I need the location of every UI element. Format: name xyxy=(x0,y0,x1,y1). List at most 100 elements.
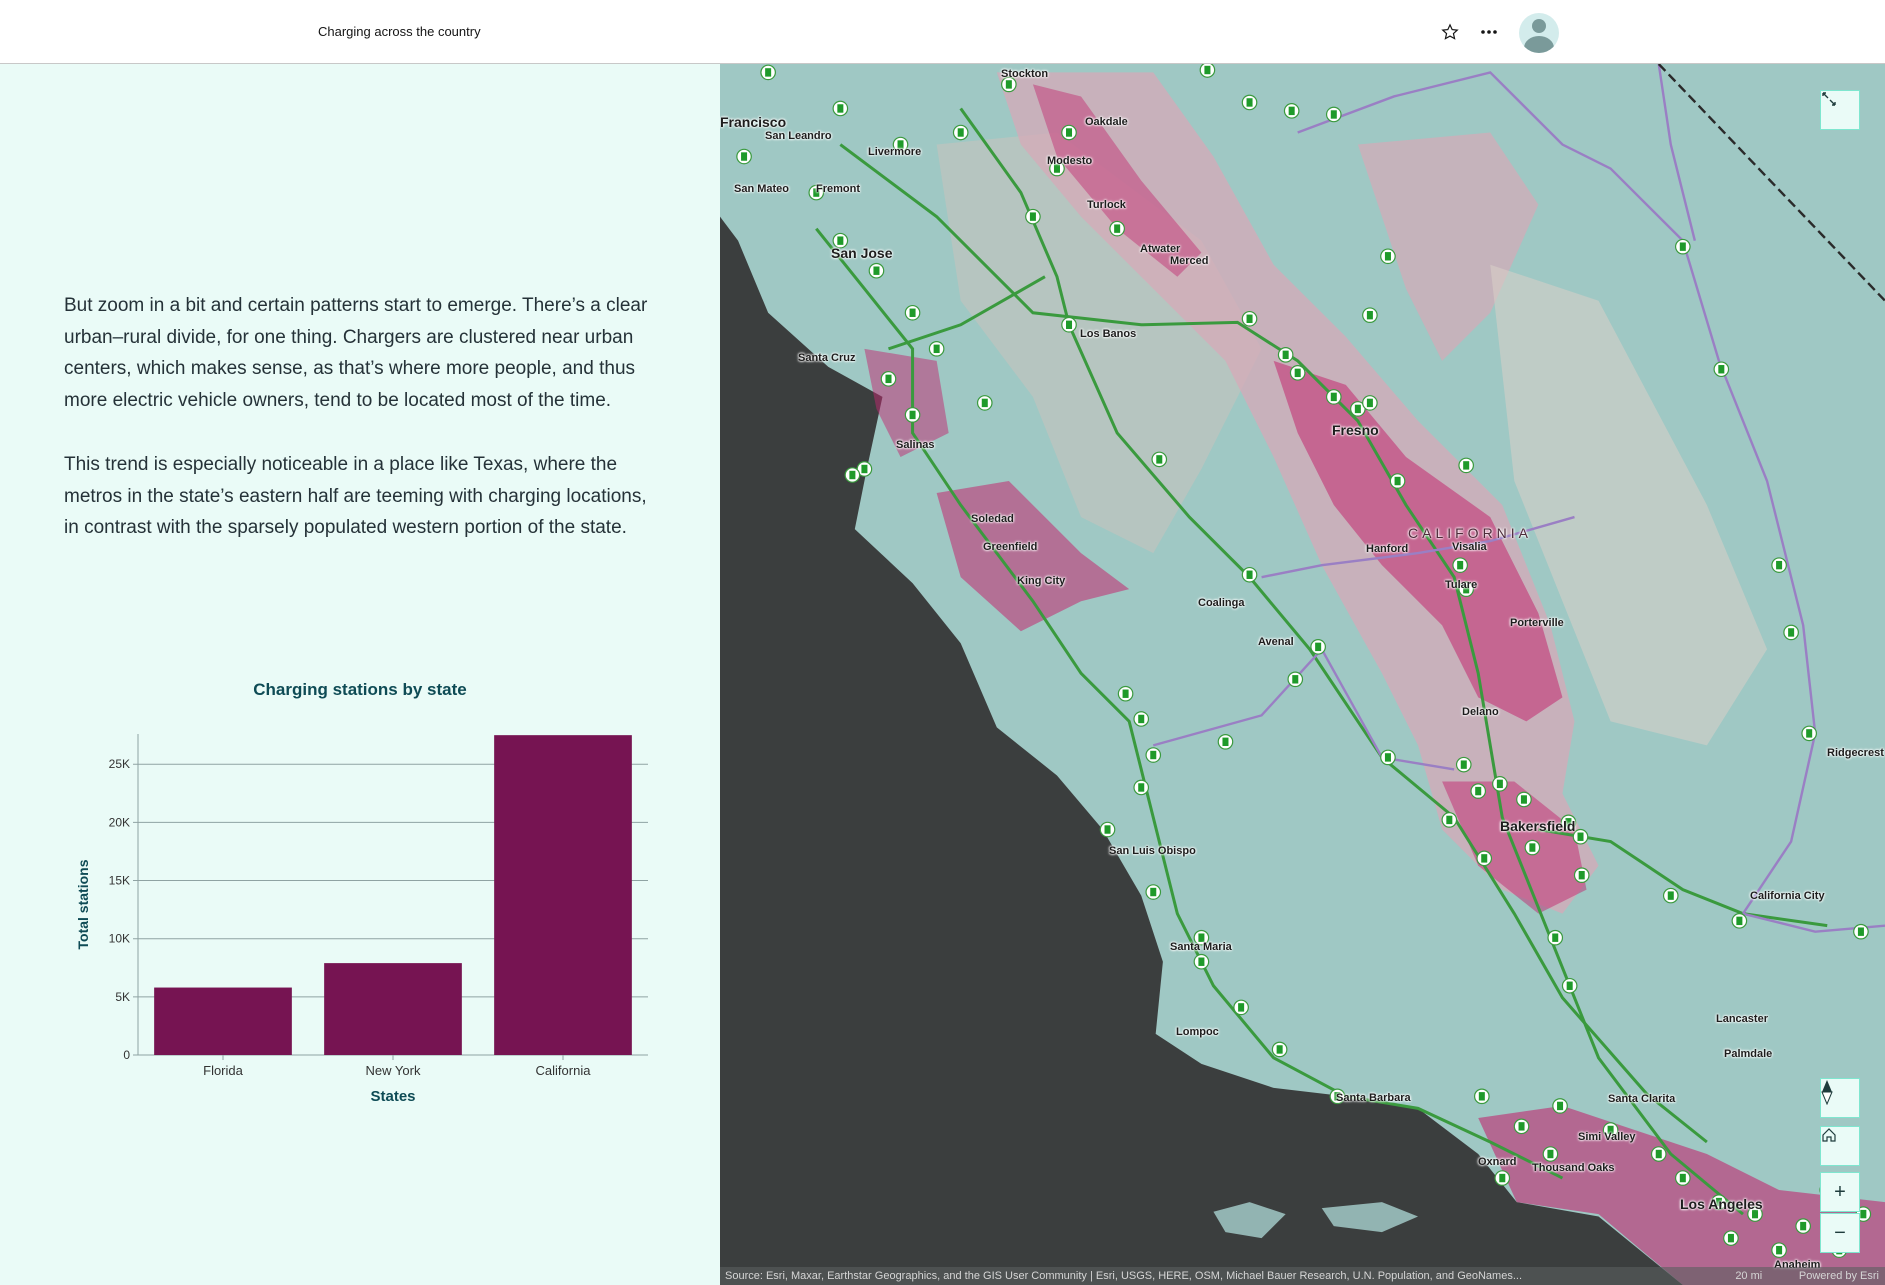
charger-icon xyxy=(1156,455,1163,464)
city-label: Fremont xyxy=(816,183,860,195)
charger-icon xyxy=(1718,365,1725,374)
powered-by-esri[interactable]: Powered by Esri xyxy=(1798,1270,1879,1282)
zoom-out-button[interactable]: − xyxy=(1820,1213,1860,1253)
expand-button[interactable] xyxy=(1820,90,1860,130)
more-options-button[interactable] xyxy=(1475,18,1503,46)
charger-icon xyxy=(1138,714,1145,724)
star-icon xyxy=(1441,23,1459,40)
city-label: Oxnard xyxy=(1478,1156,1517,1168)
city-label: San Leandro xyxy=(765,130,832,142)
charger-icon xyxy=(1655,1149,1662,1159)
city-label: Ridgecrest xyxy=(1827,747,1884,759)
zoom-in-button[interactable]: + xyxy=(1820,1172,1860,1212)
charger-icon xyxy=(1150,750,1157,760)
charger-icon xyxy=(957,128,964,137)
x-tick-label: Florida xyxy=(203,1063,244,1078)
home-icon xyxy=(1822,1128,1836,1142)
charger-icon xyxy=(837,236,844,245)
charger-icon xyxy=(1475,786,1482,796)
city-label: Bakersfield xyxy=(1500,818,1576,834)
charger-icon xyxy=(813,188,820,197)
charger-icon xyxy=(861,464,868,474)
charger-icon xyxy=(1566,981,1573,990)
charger-icon xyxy=(1066,320,1073,329)
y-axis-title: Total stations xyxy=(75,859,91,949)
charger-icon xyxy=(1679,1173,1686,1183)
charger-icon xyxy=(1366,310,1373,320)
charger-icon xyxy=(1288,106,1295,116)
charger-icon xyxy=(1138,783,1145,792)
charger-icon xyxy=(1806,729,1813,738)
city-label: Turlock xyxy=(1087,199,1126,211)
city-label: Delano xyxy=(1462,706,1499,718)
city-label: Avenal xyxy=(1258,636,1294,648)
attribution-text[interactable]: Source: Esri, Maxar, Earthstar Geographi… xyxy=(725,1270,1523,1282)
city-label: Soledad xyxy=(971,513,1014,525)
charger-icon xyxy=(1246,98,1253,107)
charger-icon xyxy=(1463,584,1470,594)
y-tick-label: 0 xyxy=(123,1048,130,1062)
charger-icon xyxy=(1499,1173,1506,1183)
charger-icon xyxy=(1238,1003,1245,1012)
charger-icon xyxy=(1104,825,1111,834)
x-tick-label: California xyxy=(536,1063,592,1078)
charger-icon xyxy=(1667,891,1674,900)
x-tick-label: New York xyxy=(366,1063,421,1078)
charger-icon xyxy=(1330,392,1337,402)
expand-icon xyxy=(1822,92,1836,106)
city-label: Salinas xyxy=(896,439,935,451)
favorite-button[interactable] xyxy=(1436,18,1464,46)
charger-icon xyxy=(1800,1221,1807,1231)
charger-icon xyxy=(873,266,880,275)
charger-icon xyxy=(1529,843,1536,852)
y-tick-label: 20K xyxy=(109,815,130,829)
charger-icon xyxy=(1727,1233,1734,1243)
charger-icon xyxy=(1679,242,1686,251)
home-button[interactable] xyxy=(1820,1126,1860,1166)
city-label: Santa Maria xyxy=(1170,941,1232,953)
charger-icon xyxy=(1607,1125,1614,1135)
charger-icon xyxy=(1384,753,1391,762)
bar-chart: 0 5K 10K 15K 20K 25K Florida New York California… xyxy=(75,734,648,1105)
user-avatar-icon[interactable] xyxy=(1519,13,1559,53)
charger-icon xyxy=(1384,252,1391,261)
charger-icon xyxy=(1394,476,1401,486)
charger-icon xyxy=(1122,689,1129,698)
charger-icon xyxy=(1776,1245,1783,1255)
charger-icon xyxy=(1150,887,1157,897)
charger-icon xyxy=(1460,760,1467,769)
boundaries xyxy=(1152,64,1885,933)
charger-icon xyxy=(837,104,844,113)
city-label: Thousand Oaks xyxy=(1532,1162,1615,1174)
highways xyxy=(815,107,1828,1216)
charger-icon xyxy=(741,152,748,161)
city-label: California City xyxy=(1750,890,1825,902)
city-label: Oakdale xyxy=(1085,116,1128,128)
charger-icon xyxy=(1330,110,1337,119)
charger-icon xyxy=(1478,1092,1485,1101)
bar-florida xyxy=(154,987,292,1055)
charger-icon xyxy=(1577,832,1584,841)
city-label: Stockton xyxy=(1001,68,1049,80)
city-label: Tulare xyxy=(1445,579,1478,591)
map-attribution: Source: Esri, Maxar, Earthstar Geographi… xyxy=(720,1267,1885,1285)
charger-icon xyxy=(1366,398,1373,408)
y-tick-label: 25K xyxy=(109,757,130,771)
charger-icon xyxy=(1029,212,1036,221)
charger-icon xyxy=(909,308,916,317)
compass-button[interactable] xyxy=(1820,1078,1860,1118)
charger-icon xyxy=(1496,779,1503,789)
more-options-icon xyxy=(1481,30,1497,34)
city-label: Los Banos xyxy=(1080,328,1137,340)
scale-bar: 20 mi xyxy=(1735,1270,1763,1282)
charger-icon xyxy=(909,410,916,420)
city-label: Visalia xyxy=(1452,541,1487,553)
charger-icon xyxy=(1860,1209,1867,1219)
charger-icon xyxy=(1246,314,1253,323)
city-label: San Luis Obispo xyxy=(1109,845,1196,857)
map-view[interactable]: Stockton Oakdale Francisco San Leandro L… xyxy=(720,64,1885,1285)
charger-icon xyxy=(1481,854,1488,863)
charger-icon xyxy=(1446,815,1453,825)
charger-icon xyxy=(1736,916,1743,926)
city-label: Porterville xyxy=(1510,617,1564,629)
